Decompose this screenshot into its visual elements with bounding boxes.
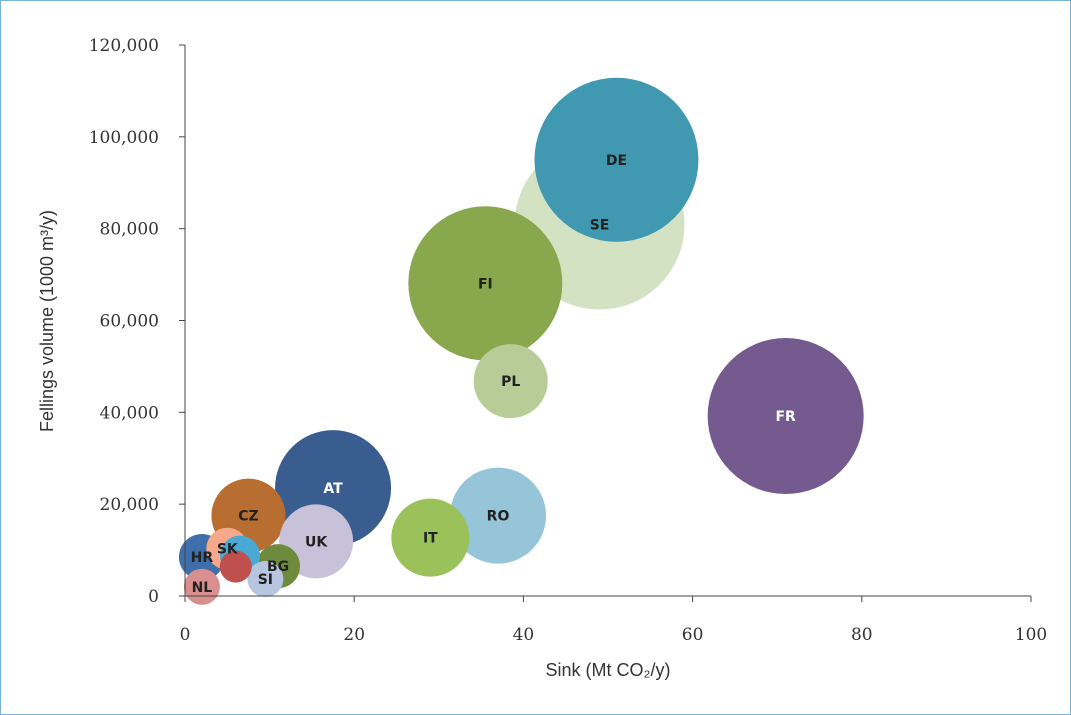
- bubble-it: [391, 498, 470, 577]
- y-tick-label: 20,000: [100, 495, 159, 515]
- bubble-label-hr: HR: [191, 550, 214, 566]
- bubble-label-it: IT: [423, 531, 438, 547]
- y-tick-label: 80,000: [100, 220, 159, 240]
- bubble-fr: [707, 338, 864, 495]
- x-tick-label: 100: [1015, 625, 1047, 645]
- x-tick-label: 60: [682, 625, 704, 645]
- x-tick-label: 20: [343, 625, 365, 645]
- ticks-layer: 0 20 40 60 80 100 0 20,000 40,000 60,000 80,000 100…: [89, 36, 1048, 645]
- x-tick-label: 40: [513, 625, 535, 645]
- bubble-label-se: SE: [590, 218, 610, 234]
- bubble-label-cz: CZ: [238, 509, 258, 525]
- bubble-unlabeled: [219, 550, 252, 583]
- bubble-label-nl: NL: [192, 580, 213, 596]
- bubble-label-fi: FI: [478, 276, 493, 292]
- y-tick-label: 40,000: [100, 403, 159, 423]
- bubble-label-de: DE: [606, 153, 627, 169]
- bubble-label-si: SI: [258, 572, 273, 588]
- bubble-label-ro: RO: [487, 509, 510, 525]
- bubble-de: [534, 77, 699, 242]
- bubble-si: [247, 561, 284, 598]
- y-axis-title: Fellings volume (1000 m³/y): [37, 210, 57, 432]
- bubble-label-sk: SK: [217, 542, 239, 558]
- bubbles-layer: [178, 77, 864, 605]
- bubble-fi: [408, 206, 563, 361]
- x-tick-label: 80: [851, 625, 873, 645]
- bubble-label-uk: UK: [305, 534, 328, 550]
- y-tick-label: 100,000: [89, 128, 159, 148]
- bubble-label-at: AT: [323, 481, 343, 497]
- bubble-ro: [450, 467, 547, 564]
- bubble-label-bg: BG: [267, 559, 289, 575]
- y-tick-label: 60,000: [100, 312, 159, 332]
- y-tick-label: 120,000: [89, 36, 159, 56]
- bubble-pl: [473, 344, 548, 419]
- x-axis-title: Sink (Mt CO₂/y): [546, 660, 671, 680]
- x-tick-label: 0: [180, 625, 191, 645]
- y-tick-label: 0: [148, 587, 159, 607]
- bubble-label-pl: PL: [501, 374, 520, 390]
- bubble-label-fr: FR: [775, 409, 796, 425]
